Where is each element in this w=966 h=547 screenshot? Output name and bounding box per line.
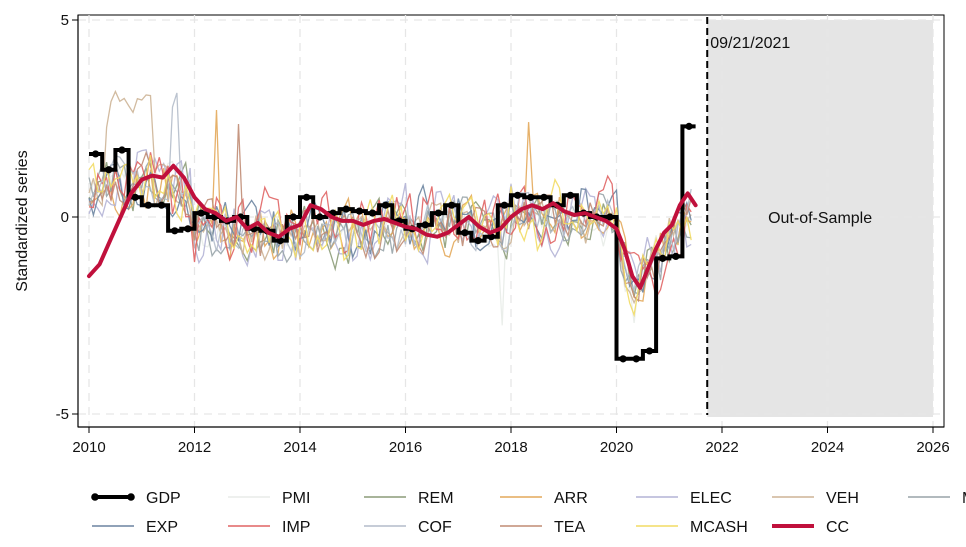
x-tick-label: 2020 bbox=[600, 439, 633, 456]
legend-label: EXP bbox=[146, 519, 178, 536]
gdp-point bbox=[144, 201, 152, 209]
legend-item-tea: TEA bbox=[500, 519, 585, 536]
out-of-sample-label: Out-of-Sample bbox=[768, 210, 872, 227]
y-tick-label: 0 bbox=[61, 209, 69, 226]
gdp-point bbox=[184, 225, 192, 233]
legend-marker bbox=[91, 493, 99, 501]
gdp-point bbox=[645, 347, 654, 355]
x-tick-label: 2012 bbox=[178, 439, 211, 456]
cutoff-date-label: 09/21/2021 bbox=[710, 35, 790, 52]
legend-item-elec: ELEC bbox=[636, 490, 732, 507]
gdp-point bbox=[421, 221, 429, 229]
gdp-point bbox=[276, 237, 284, 245]
legend-label: CC bbox=[826, 519, 849, 536]
gdp-point bbox=[461, 229, 469, 237]
legend-item-arr: ARR bbox=[500, 490, 588, 507]
legend-label: MCASH bbox=[690, 519, 748, 536]
cutoff-marker: 09/21/2021 bbox=[706, 17, 790, 415]
series-cc-line bbox=[87, 163, 698, 290]
gdp-point bbox=[382, 201, 390, 209]
x-tick-label: 2014 bbox=[283, 439, 316, 456]
gdp-point bbox=[302, 193, 311, 201]
gdp-point bbox=[448, 201, 456, 209]
legend-label: COF bbox=[418, 519, 452, 536]
out-of-sample-region bbox=[707, 20, 933, 417]
legend-label: ELEC bbox=[690, 490, 732, 507]
gdp-point bbox=[527, 193, 535, 201]
legend: GDP PMI REM ARR ELEC VEH M2 EXP IMP COF TEA MCASH CC bbox=[91, 490, 966, 536]
x-tick-label: 2016 bbox=[389, 439, 422, 456]
legend-item-rem: REM bbox=[364, 490, 454, 507]
legend-item-mcash: MCASH bbox=[636, 519, 748, 536]
gdp-point bbox=[606, 213, 614, 221]
x-tick-label: 2010 bbox=[72, 439, 105, 456]
gdp-point bbox=[355, 207, 363, 215]
x-tick-label: 2018 bbox=[494, 439, 527, 456]
y-axis-label: Standardized series bbox=[14, 150, 31, 291]
legend-item-gdp: GDP bbox=[91, 490, 181, 507]
cc-series bbox=[87, 163, 698, 290]
series-mcash-line bbox=[88, 155, 692, 318]
legend-label: IMP bbox=[282, 519, 310, 536]
gdp-point bbox=[91, 150, 100, 158]
legend-label: REM bbox=[418, 490, 454, 507]
legend-label: TEA bbox=[554, 519, 585, 536]
legend-item-pmi: PMI bbox=[228, 490, 310, 507]
legend-label: VEH bbox=[826, 490, 859, 507]
legend-item-exp: EXP bbox=[92, 519, 178, 536]
legend-item-cc: CC bbox=[772, 519, 849, 536]
legend-label: ARR bbox=[554, 490, 588, 507]
y-tick-label: -5 bbox=[56, 406, 69, 423]
legend-label: PMI bbox=[282, 490, 310, 507]
gdp-point bbox=[619, 355, 627, 363]
gdp-point bbox=[540, 193, 548, 201]
axes: 2010 2012 2014 2016 2018 2020 2022 2024 2026 -5 0 5 bbox=[56, 12, 950, 456]
gdp-point bbox=[513, 191, 522, 199]
legend-marker bbox=[127, 493, 135, 501]
gdp-point bbox=[474, 237, 482, 245]
gdp-point bbox=[434, 209, 443, 217]
out-of-sample-shading bbox=[707, 20, 933, 417]
gdp-point bbox=[118, 146, 126, 154]
gdp-point bbox=[342, 205, 350, 213]
legend-label: M2 bbox=[962, 490, 966, 507]
gdp-point bbox=[157, 201, 166, 209]
gdp-point bbox=[105, 166, 113, 174]
x-tick-label: 2024 bbox=[811, 439, 844, 456]
gdp-point bbox=[131, 193, 139, 201]
x-tick-label: 2022 bbox=[705, 439, 738, 456]
gdp-point bbox=[368, 209, 377, 217]
gdp-point bbox=[289, 213, 298, 221]
legend-item-cof: COF bbox=[364, 519, 452, 536]
y-tick-label: 5 bbox=[61, 12, 69, 29]
gdp-point bbox=[566, 191, 574, 199]
gdp-point bbox=[316, 213, 324, 221]
gdp-point bbox=[197, 209, 205, 217]
x-tick-label: 2026 bbox=[916, 439, 949, 456]
series-veh-line bbox=[88, 89, 692, 305]
gdp-point bbox=[171, 227, 179, 235]
gdp-point bbox=[500, 201, 509, 209]
gdp-point bbox=[632, 355, 640, 363]
gdp-point bbox=[685, 122, 693, 130]
gdp-point bbox=[672, 252, 680, 260]
gdp-point bbox=[659, 254, 667, 262]
legend-item-m2: M2 bbox=[908, 490, 966, 507]
legend-label: GDP bbox=[146, 490, 181, 507]
legend-item-veh: VEH bbox=[772, 490, 859, 507]
legend-item-imp: IMP bbox=[228, 519, 310, 536]
gdp-point bbox=[487, 233, 495, 241]
